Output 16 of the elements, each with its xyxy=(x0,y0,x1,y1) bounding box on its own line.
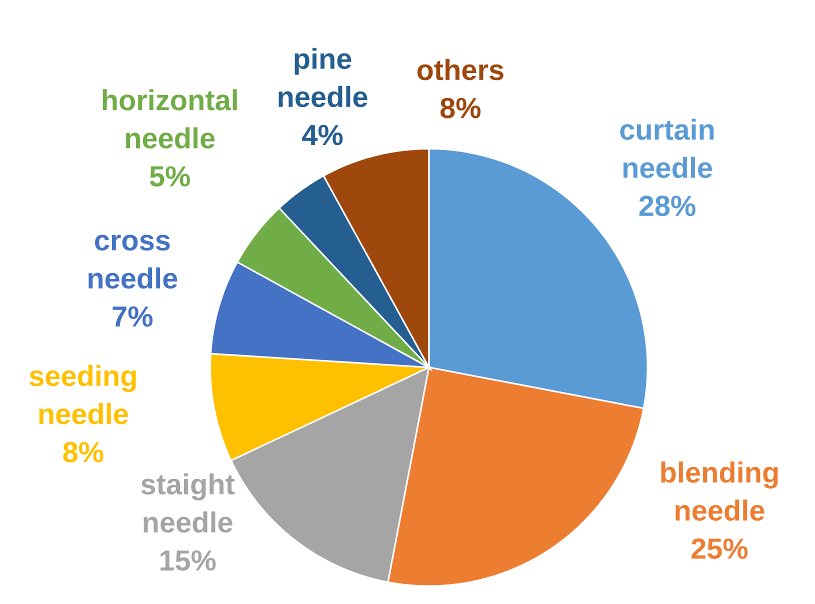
slice-label: blending needle xyxy=(661,462,778,521)
slice-label: staight needle xyxy=(141,473,235,533)
data-label: 25% xyxy=(692,538,748,560)
data-label: 4% xyxy=(302,124,343,146)
data-label: 8% xyxy=(63,442,104,462)
slice-label: seeding needle xyxy=(30,365,136,424)
data-label: 8% xyxy=(440,98,481,118)
slice-label: others xyxy=(417,59,504,80)
slice-label: cross needle xyxy=(88,234,178,289)
data-label: 28% xyxy=(639,196,696,216)
data-label: 7% xyxy=(112,306,153,327)
slice-label: curtain needle xyxy=(620,118,714,178)
data-label: 15% xyxy=(160,550,216,571)
slice-label: pine needle xyxy=(278,48,368,108)
slice-label: horizontal needle xyxy=(102,89,237,149)
data-label: 5% xyxy=(150,166,190,187)
